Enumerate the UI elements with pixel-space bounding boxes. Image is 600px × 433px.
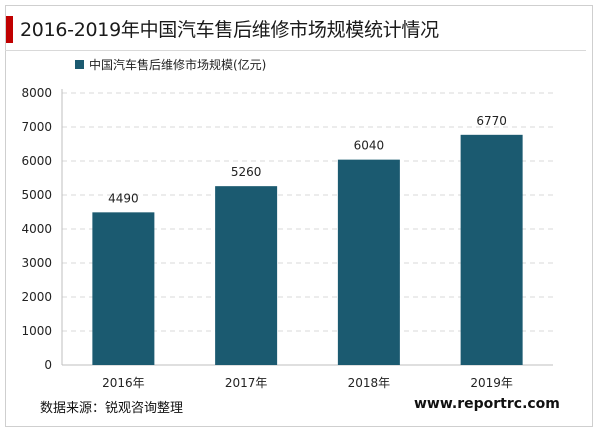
x-tick-label: 2018年 bbox=[348, 376, 391, 390]
y-tick-label: 1000 bbox=[21, 324, 52, 338]
y-tick-label: 3000 bbox=[21, 256, 52, 270]
title-accent-bar bbox=[6, 16, 13, 43]
data-source: 数据来源：锐观咨询整理 bbox=[40, 401, 184, 416]
bar bbox=[92, 212, 155, 365]
x-tick-label: 2019年 bbox=[470, 376, 513, 390]
legend: 中国汽车售后维修市场规模(亿元) bbox=[75, 57, 266, 72]
y-tick-label: 7000 bbox=[21, 120, 52, 134]
bars bbox=[92, 134, 523, 365]
data-labels: 4490 5260 6040 6770 bbox=[108, 114, 507, 206]
data-label: 5260 bbox=[231, 165, 262, 179]
bar bbox=[337, 159, 400, 365]
legend-swatch bbox=[75, 60, 84, 69]
title-divider bbox=[5, 50, 586, 51]
data-label: 6770 bbox=[476, 114, 507, 128]
y-tick-label: 0 bbox=[44, 358, 52, 372]
y-tick-label: 8000 bbox=[21, 86, 52, 100]
legend-label: 中国汽车售后维修市场规模(亿元) bbox=[89, 57, 266, 72]
chart-title: 2016-2019年中国汽车售后维修市场规模统计情况 bbox=[20, 19, 439, 41]
bar bbox=[460, 134, 523, 365]
data-label: 4490 bbox=[108, 191, 139, 205]
x-tick-label: 2017年 bbox=[225, 376, 268, 390]
y-tick-label: 2000 bbox=[21, 290, 52, 304]
y-tick-label: 6000 bbox=[21, 154, 52, 168]
y-tick-label: 5000 bbox=[21, 188, 52, 202]
y-axis-ticks: 0 1000 2000 3000 4000 5000 6000 7000 8000 bbox=[21, 86, 52, 372]
x-axis-ticks: 2016年 2017年 2018年 2019年 bbox=[102, 376, 513, 390]
bar bbox=[215, 186, 278, 365]
y-tick-label: 4000 bbox=[21, 222, 52, 236]
data-label: 6040 bbox=[354, 139, 385, 153]
website-link[interactable]: www.reportrc.com bbox=[414, 396, 560, 412]
x-tick-label: 2016年 bbox=[102, 376, 145, 390]
